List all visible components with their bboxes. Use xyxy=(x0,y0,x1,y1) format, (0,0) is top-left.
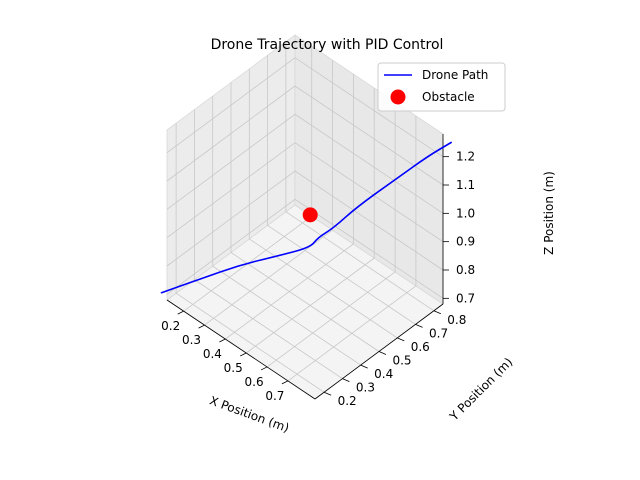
x-tick-mark xyxy=(177,310,184,315)
grid-line-y xyxy=(212,96,361,366)
chart-title: Drone Trajectory with PID Control xyxy=(211,37,444,53)
grid-line-z xyxy=(166,198,444,299)
grid-line-z xyxy=(166,142,444,243)
z-tick-label: 1.0 xyxy=(456,206,475,220)
z-axis-label: Z Position (m) xyxy=(542,171,556,255)
x-tick-label: 0.6 xyxy=(245,375,264,389)
y-tick-label: 0.4 xyxy=(374,367,393,381)
y-tick-mark xyxy=(342,378,350,383)
plot-series xyxy=(160,141,452,294)
x-tick-mark xyxy=(281,380,289,385)
grid-line-y xyxy=(267,55,416,325)
legend-entry-drone-path: Drone Path xyxy=(422,68,488,82)
grid-line-y xyxy=(175,123,325,393)
grid-line-y xyxy=(193,109,343,379)
y-tick-label: 0.2 xyxy=(338,394,357,408)
x-tick-mark xyxy=(198,324,205,329)
y-tick-label: 0.5 xyxy=(392,354,411,368)
x-axis-line xyxy=(166,299,316,400)
x-tick-mark xyxy=(240,352,247,357)
x-tick-label: 0.7 xyxy=(265,389,284,403)
y-tick-mark xyxy=(378,351,387,355)
y-tick-mark xyxy=(360,364,368,369)
legend-entry-obstacle: Obstacle xyxy=(422,90,475,104)
y-tick-label: 0.6 xyxy=(411,340,430,354)
grid-line-x xyxy=(204,60,333,326)
x-tick-label: 0.3 xyxy=(182,333,201,347)
x-tick-label: 0.5 xyxy=(224,361,243,375)
grid-line-x xyxy=(287,115,417,382)
y-tick-mark xyxy=(433,310,442,315)
tick-labels: 0.20.30.40.50.60.7 0.20.30.40.50.60.70.80… xyxy=(161,150,475,409)
grid-line-x xyxy=(225,74,354,340)
z-tick-label: 0.8 xyxy=(456,263,475,277)
y-tick-label: 0.3 xyxy=(356,381,375,395)
x-tick-mark xyxy=(260,366,268,371)
grid-line-y xyxy=(285,41,435,312)
grid-line-z xyxy=(166,85,444,186)
x-tick-label: 0.2 xyxy=(161,319,180,333)
y-tick-mark xyxy=(397,337,405,342)
grid-line-y xyxy=(248,68,398,339)
z-tick-label: 0.9 xyxy=(456,235,475,249)
x-tick-mark xyxy=(219,338,226,343)
y-tick-mark xyxy=(415,323,423,328)
z-tick-label: 1.2 xyxy=(456,150,475,164)
grid-lines xyxy=(166,41,444,393)
z-tick-label: 0.7 xyxy=(456,291,475,305)
grid-line-z xyxy=(166,170,444,271)
y-tick-label: 0.7 xyxy=(429,326,448,340)
legend: Drone Path Obstacle xyxy=(377,62,506,112)
grid-line-z xyxy=(166,57,444,158)
z-tick-label: 1.1 xyxy=(456,178,475,192)
obstacle-marker xyxy=(302,207,318,223)
series-line-drone-path xyxy=(160,141,452,294)
y-tick-label: 0.8 xyxy=(447,313,466,327)
y-tick-mark xyxy=(323,391,332,396)
x-tick-label: 0.4 xyxy=(203,347,222,361)
legend-marker-swatch xyxy=(390,89,406,105)
grid-line-y xyxy=(230,82,380,352)
grid-line-x xyxy=(266,101,396,368)
grid-line-x xyxy=(245,88,375,354)
